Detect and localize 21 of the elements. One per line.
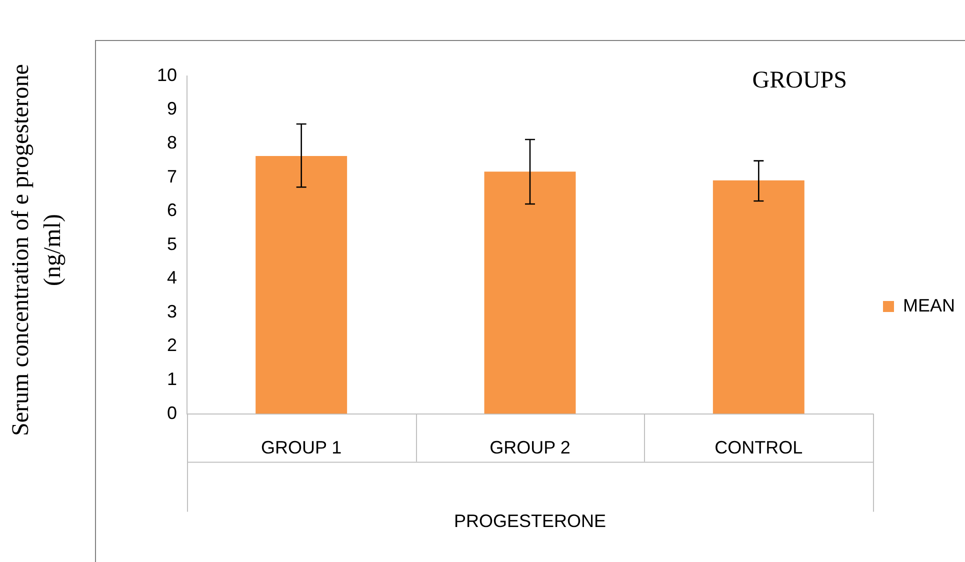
- y-tick-label: 5: [166, 234, 177, 254]
- bar: [484, 172, 576, 414]
- y-tick-label: 2: [166, 335, 177, 356]
- y-tick-label: 1: [166, 368, 177, 389]
- bar: [256, 156, 348, 414]
- legend-label: MEAN: [902, 295, 956, 316]
- y-tick-label: 0: [166, 402, 177, 423]
- y-tick-label: 3: [166, 301, 177, 322]
- y-tick-label: 10: [156, 64, 177, 85]
- x-axis-title: PROGESTERONE: [454, 511, 606, 532]
- y-tick-label: 7: [166, 166, 177, 186]
- x-tick-label: GROUP 1: [260, 438, 342, 458]
- y-tick-label: 8: [166, 132, 177, 153]
- y-tick-label: 9: [166, 98, 177, 119]
- chart-title: GROUPS: [752, 67, 847, 94]
- bar: [712, 180, 804, 414]
- y-tick-label: 6: [166, 200, 177, 220]
- x-tick-label: CONTROL: [714, 438, 803, 458]
- x-tick-label: GROUP 2: [490, 438, 570, 458]
- y-axis-title: Serum concentration of e progesterone (ng/ml): [7, 63, 67, 438]
- y-tick-label: 4: [166, 268, 177, 288]
